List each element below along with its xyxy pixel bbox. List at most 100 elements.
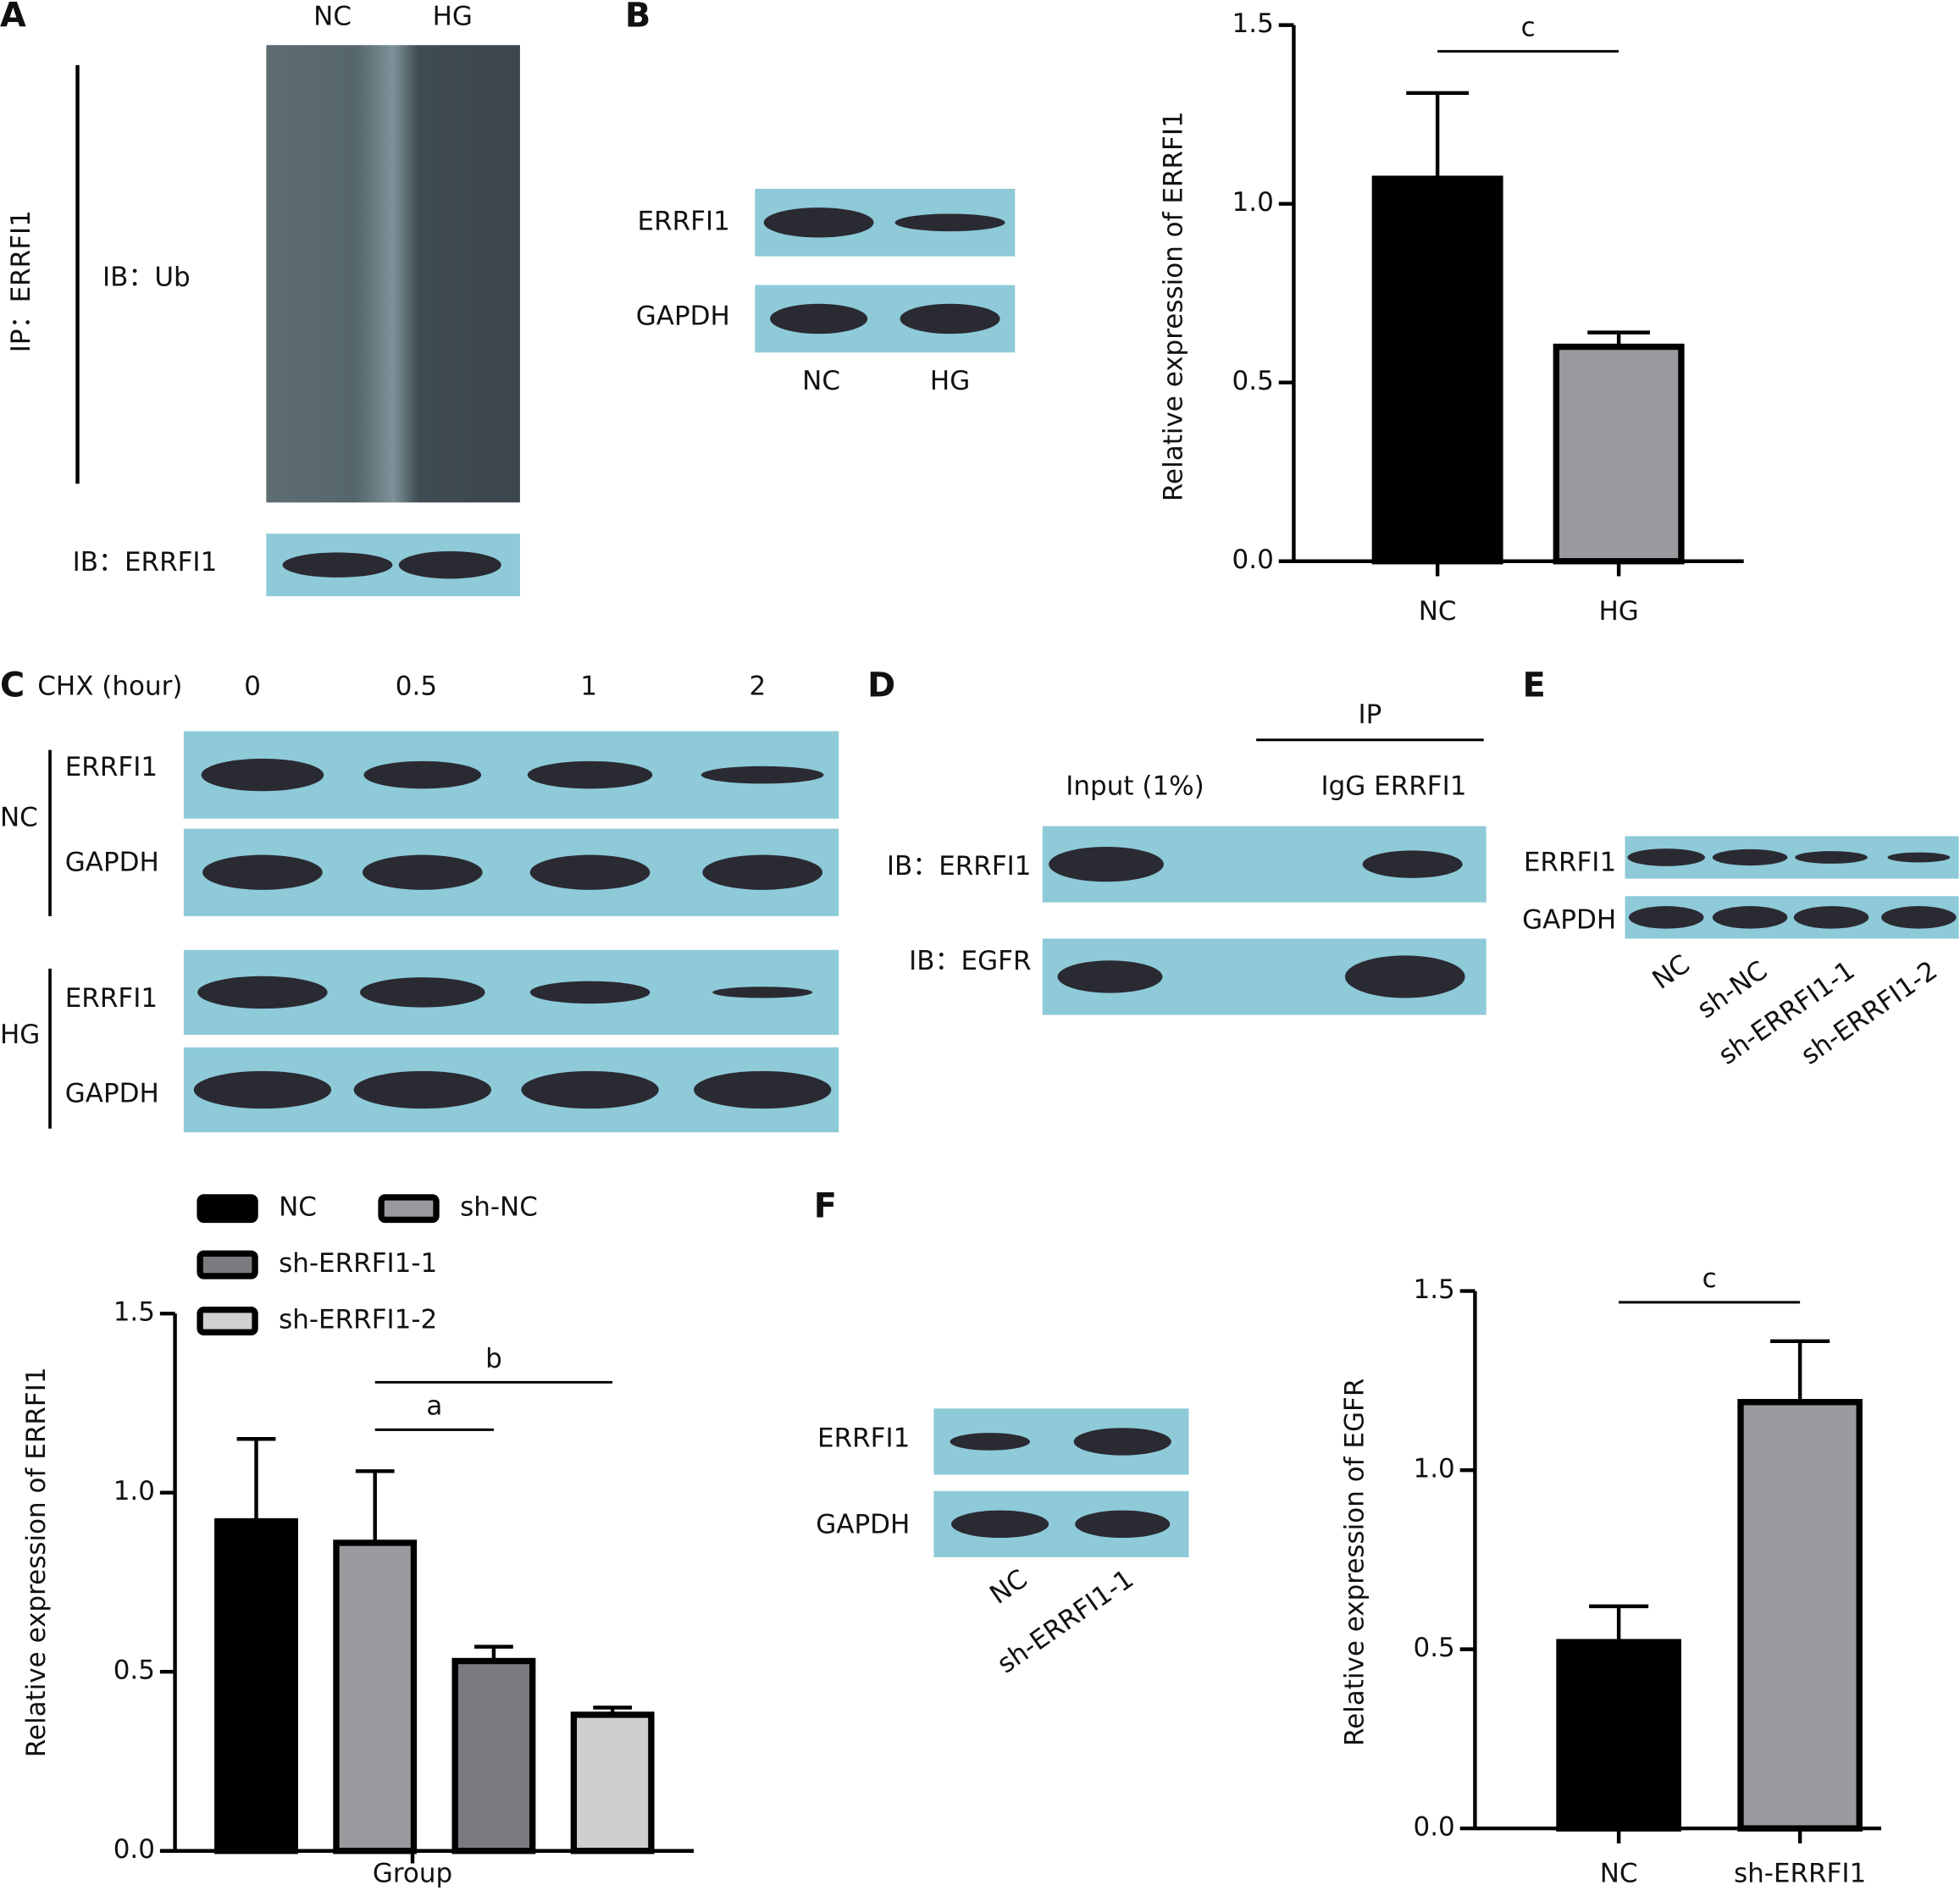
bar (1556, 1639, 1681, 1832)
x-tick-label: sh-ERRFI1 (1734, 1858, 1866, 1888)
label: GAPDH (65, 847, 159, 877)
blot-band (1712, 849, 1788, 866)
label: NC (984, 1564, 1033, 1611)
label: 2 (749, 671, 766, 701)
y-tick-label: 0.0 (114, 1834, 155, 1865)
blot-band (1795, 851, 1868, 864)
y-tick-label: 0.5 (1414, 1633, 1455, 1663)
blot-band (193, 1070, 332, 1109)
label: IB：Ub (102, 263, 191, 293)
y-tick-label: 0.5 (114, 1656, 155, 1686)
blot-band (1627, 849, 1705, 866)
label: ERRFI1 (1524, 847, 1616, 877)
y-tick-label: 1.0 (1414, 1454, 1455, 1484)
label: ERRFI1 (817, 1423, 910, 1454)
label: ERRFI1 (638, 206, 730, 236)
panel-label: C (0, 666, 25, 705)
y-tick-label: 0.0 (1232, 544, 1274, 575)
bar (333, 1539, 418, 1855)
label: ERRFI1 (65, 983, 158, 1014)
label: NC (0, 802, 38, 832)
label: GAPDH (65, 1078, 159, 1108)
bar (1737, 1399, 1863, 1832)
blot-band (1793, 906, 1869, 929)
blot-band (1057, 960, 1163, 993)
blot-band (527, 760, 653, 789)
blot-band (694, 1070, 832, 1109)
blot-band (1712, 906, 1788, 929)
blot-band (197, 976, 328, 1009)
label: IgG ERRFI1 (1321, 771, 1466, 801)
blot-band (700, 766, 824, 784)
bar (1371, 175, 1503, 565)
bar (451, 1657, 536, 1855)
blot-band (770, 303, 868, 334)
legend-swatch (197, 1194, 258, 1224)
blot-band (950, 1433, 1031, 1451)
x-tick-label: NC (1600, 1858, 1638, 1888)
blot-band (1881, 906, 1957, 929)
panel-label: B (625, 0, 651, 35)
legend-label: sh-NC (460, 1192, 538, 1223)
blot-band (201, 758, 324, 792)
blot-band (1887, 852, 1951, 863)
label: ERRFI1 (65, 752, 158, 782)
blot-band (1075, 1510, 1171, 1539)
blot-band (363, 760, 482, 789)
label: HG (433, 1, 473, 31)
label: HG (930, 366, 970, 396)
significance-label: b (485, 1343, 502, 1374)
label: GAPDH (636, 301, 730, 331)
label: 0 (244, 671, 261, 701)
blot-band (521, 1070, 659, 1109)
blot-band (1628, 906, 1704, 929)
label: 1 (580, 671, 597, 701)
bar (570, 1711, 655, 1855)
y-axis-label: Relative expression of ERRFI1 (1159, 111, 1189, 501)
y-axis-label: Relative expression of ERRFI1 (21, 1367, 52, 1757)
blot-band (712, 987, 813, 998)
y-tick-label: 0.0 (1414, 1812, 1455, 1843)
label: IP (1359, 699, 1382, 730)
y-tick-label: 1.0 (114, 1476, 155, 1506)
bar (1553, 343, 1685, 565)
legend-swatch (197, 1307, 258, 1335)
blot-band (894, 213, 1005, 232)
y-tick-label: 1.5 (1232, 8, 1274, 39)
blot-band (702, 854, 823, 890)
blot-band (353, 1070, 491, 1109)
y-tick-label: 1.0 (1232, 187, 1274, 218)
panel-label: A (0, 0, 26, 35)
legend-label: sh-ERRFI1-2 (279, 1305, 437, 1335)
legend-label: sh-ERRFI1-1 (279, 1248, 437, 1279)
label: IB：ERRFI1 (73, 547, 218, 578)
panel-label: F (814, 1187, 837, 1226)
y-axis-label: Relative expression of EGFR (1340, 1379, 1370, 1746)
x-tick-label: NC (1419, 596, 1457, 627)
label: Input (1%) (1066, 771, 1204, 801)
blot-band (763, 207, 874, 238)
x-tick-label: HG (1598, 596, 1638, 627)
blot-band (1344, 955, 1465, 998)
significance-label: a (426, 1390, 442, 1421)
y-tick-label: 0.5 (1232, 366, 1274, 396)
panel-label: D (867, 666, 895, 705)
blot-band (900, 303, 1000, 334)
blot-band (529, 981, 651, 1004)
label: NC (1647, 948, 1695, 995)
label: IB：ERRFI1 (887, 851, 1032, 882)
blot-band (529, 854, 651, 890)
label: NC (802, 366, 840, 396)
legend-swatch (197, 1250, 258, 1280)
label: IB：EGFR (909, 946, 1031, 976)
label: HG (0, 1020, 40, 1050)
panel-label: E (1522, 666, 1545, 705)
label: CHX (hour) (37, 671, 182, 701)
significance-label: c (1521, 13, 1536, 43)
label: 0.5 (396, 671, 437, 701)
label: IP：ERRFI1 (6, 210, 36, 352)
label: NC (313, 1, 352, 31)
legend-swatch (378, 1194, 440, 1224)
x-axis-label: Group (373, 1858, 452, 1888)
